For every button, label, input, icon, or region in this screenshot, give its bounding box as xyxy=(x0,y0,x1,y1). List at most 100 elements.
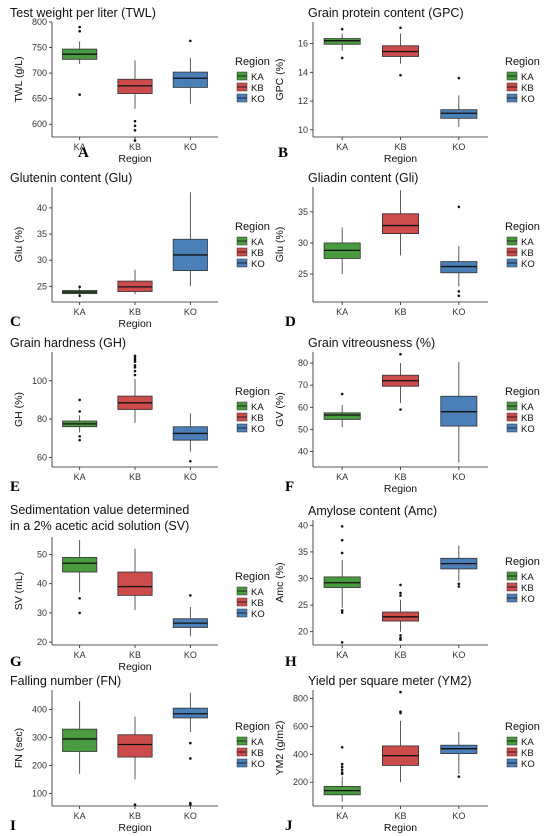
panel-letter: D xyxy=(285,314,296,330)
x-tick-label: KA xyxy=(336,307,348,317)
outlier-point xyxy=(133,124,137,128)
outlier-point xyxy=(78,438,81,442)
box-KA xyxy=(323,746,361,802)
box-KB xyxy=(382,190,419,256)
y-tick-label: 30 xyxy=(37,255,47,265)
y-tick-label: 40 xyxy=(298,520,308,530)
y-tick-label: 12 xyxy=(298,96,308,106)
box-KO xyxy=(172,692,208,806)
y-tick-label: 600 xyxy=(293,721,308,731)
outlier-point xyxy=(133,369,137,373)
x-tick-label: KO xyxy=(452,472,465,482)
outlier-point xyxy=(457,290,461,293)
box-KB xyxy=(117,716,153,806)
outlier-point xyxy=(133,366,137,369)
box-body xyxy=(62,728,98,752)
x-tick-label: KB xyxy=(394,650,406,660)
box-body xyxy=(323,38,361,45)
box-KA xyxy=(323,227,361,275)
outlier-point xyxy=(78,596,81,600)
y-axis-label: GPC (%) xyxy=(274,59,286,101)
y-tick-label: 800 xyxy=(32,17,47,27)
box-KA xyxy=(323,27,361,60)
outlier-point xyxy=(399,634,402,637)
legend-label: KO xyxy=(251,94,265,105)
y-tick-label: 700 xyxy=(32,68,47,78)
y-tick-label: 14 xyxy=(298,67,308,77)
outlier-point xyxy=(133,354,137,358)
box-KA xyxy=(62,25,98,96)
x-tick-label: KA xyxy=(74,650,86,660)
outlier-point xyxy=(340,392,344,396)
x-tick-label: KO xyxy=(184,811,197,821)
box-body xyxy=(117,571,153,596)
x-tick-label: KO xyxy=(184,142,197,152)
y-tick-label: 10 xyxy=(298,125,308,135)
y-tick-label: 750 xyxy=(32,43,47,53)
legend-label: KB xyxy=(521,413,534,424)
y-tick-label: 80 xyxy=(37,414,47,424)
legend-label: KA xyxy=(521,237,534,248)
box-body xyxy=(117,734,153,758)
legend-label: KB xyxy=(251,748,264,759)
outlier-point xyxy=(133,358,137,361)
y-axis-label: TWL (g/L) xyxy=(13,56,25,102)
panel-title: Grain protein content (GPC) xyxy=(308,6,464,20)
outlier-point xyxy=(340,56,344,60)
outlier-point xyxy=(457,205,461,209)
legend-label: KO xyxy=(251,259,265,270)
x-tick-label: KB xyxy=(129,142,141,152)
box-body xyxy=(440,109,478,119)
x-tick-label: KO xyxy=(184,307,197,317)
panel-letter: C xyxy=(10,314,21,330)
y-tick-label: 60 xyxy=(37,452,47,462)
panel-title: Gliadin content (Gli) xyxy=(308,171,418,185)
legend-label: KB xyxy=(521,248,534,259)
box-KO xyxy=(440,545,478,588)
y-tick-label: 30 xyxy=(298,238,308,248)
x-tick-label: KO xyxy=(452,307,465,317)
box-body xyxy=(323,412,361,420)
x-tick-label: KB xyxy=(394,811,406,821)
x-axis-label: Region xyxy=(118,822,151,834)
x-tick-label: KA xyxy=(74,142,86,152)
x-tick-label: KA xyxy=(336,142,348,152)
panel-letter: I xyxy=(10,818,16,834)
outlier-point xyxy=(457,294,461,298)
x-tick-label: KA xyxy=(74,307,86,317)
y-tick-label: 20 xyxy=(37,637,47,647)
outlier-point xyxy=(457,585,461,588)
outlier-point xyxy=(189,459,192,463)
y-tick-label: 40 xyxy=(298,447,308,457)
box-body xyxy=(172,707,208,719)
x-axis-label: Region xyxy=(384,153,417,165)
box-KO xyxy=(172,594,208,637)
y-tick-label: 70 xyxy=(298,380,308,390)
outlier-point xyxy=(340,611,344,614)
x-tick-label: KB xyxy=(394,472,406,482)
y-tick-label: 300 xyxy=(32,733,47,743)
x-tick-label: KB xyxy=(394,307,406,317)
x-tick-label: KB xyxy=(394,142,406,152)
outlier-point xyxy=(189,741,192,745)
y-axis-label: GV (%) xyxy=(274,392,286,426)
panel-G: Sedimentation value determined in a 2% ac… xyxy=(10,503,270,673)
y-tick-label: 800 xyxy=(293,693,308,703)
y-tick-label: 40 xyxy=(37,203,47,213)
box-KB xyxy=(382,26,419,77)
box-KB xyxy=(382,690,419,783)
box-KO xyxy=(440,76,478,127)
y-axis-label: Glu (%) xyxy=(13,227,25,263)
box-body xyxy=(62,557,98,573)
box-KO xyxy=(440,205,478,298)
outlier-point xyxy=(340,525,344,528)
y-tick-label: 25 xyxy=(37,281,47,291)
legend-label: KO xyxy=(521,94,535,105)
legend-label: KO xyxy=(251,759,265,770)
